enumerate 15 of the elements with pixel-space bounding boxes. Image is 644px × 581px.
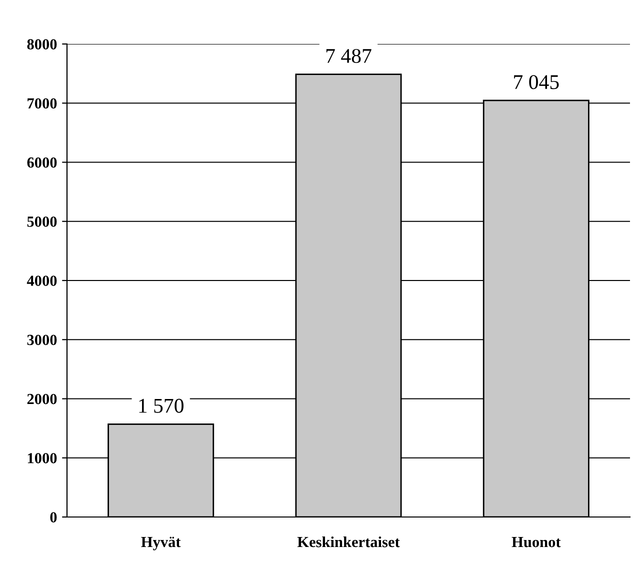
x-tick-label: Hyvät	[141, 536, 181, 550]
data-label: 7 487	[326, 48, 372, 64]
y-tick-label: 3000	[27, 334, 57, 346]
x-tick-label: Keskinkertaiset	[297, 536, 400, 548]
y-tick-label: 5000	[27, 216, 57, 227]
y-tick-label: 0	[50, 512, 57, 522]
y-tick-label: 7000	[28, 98, 57, 109]
x-tick-label: Huonot	[512, 537, 561, 548]
y-tick-label: 2000	[27, 394, 57, 404]
data-label: 1 570	[139, 398, 184, 413]
y-tick-label: 1000	[28, 453, 57, 464]
data-label: 7 045	[514, 75, 559, 90]
y-tick-label: 4000	[26, 276, 57, 286]
y-tick-label: 8000	[27, 39, 57, 50]
y-tick-label: 6000	[27, 157, 57, 168]
